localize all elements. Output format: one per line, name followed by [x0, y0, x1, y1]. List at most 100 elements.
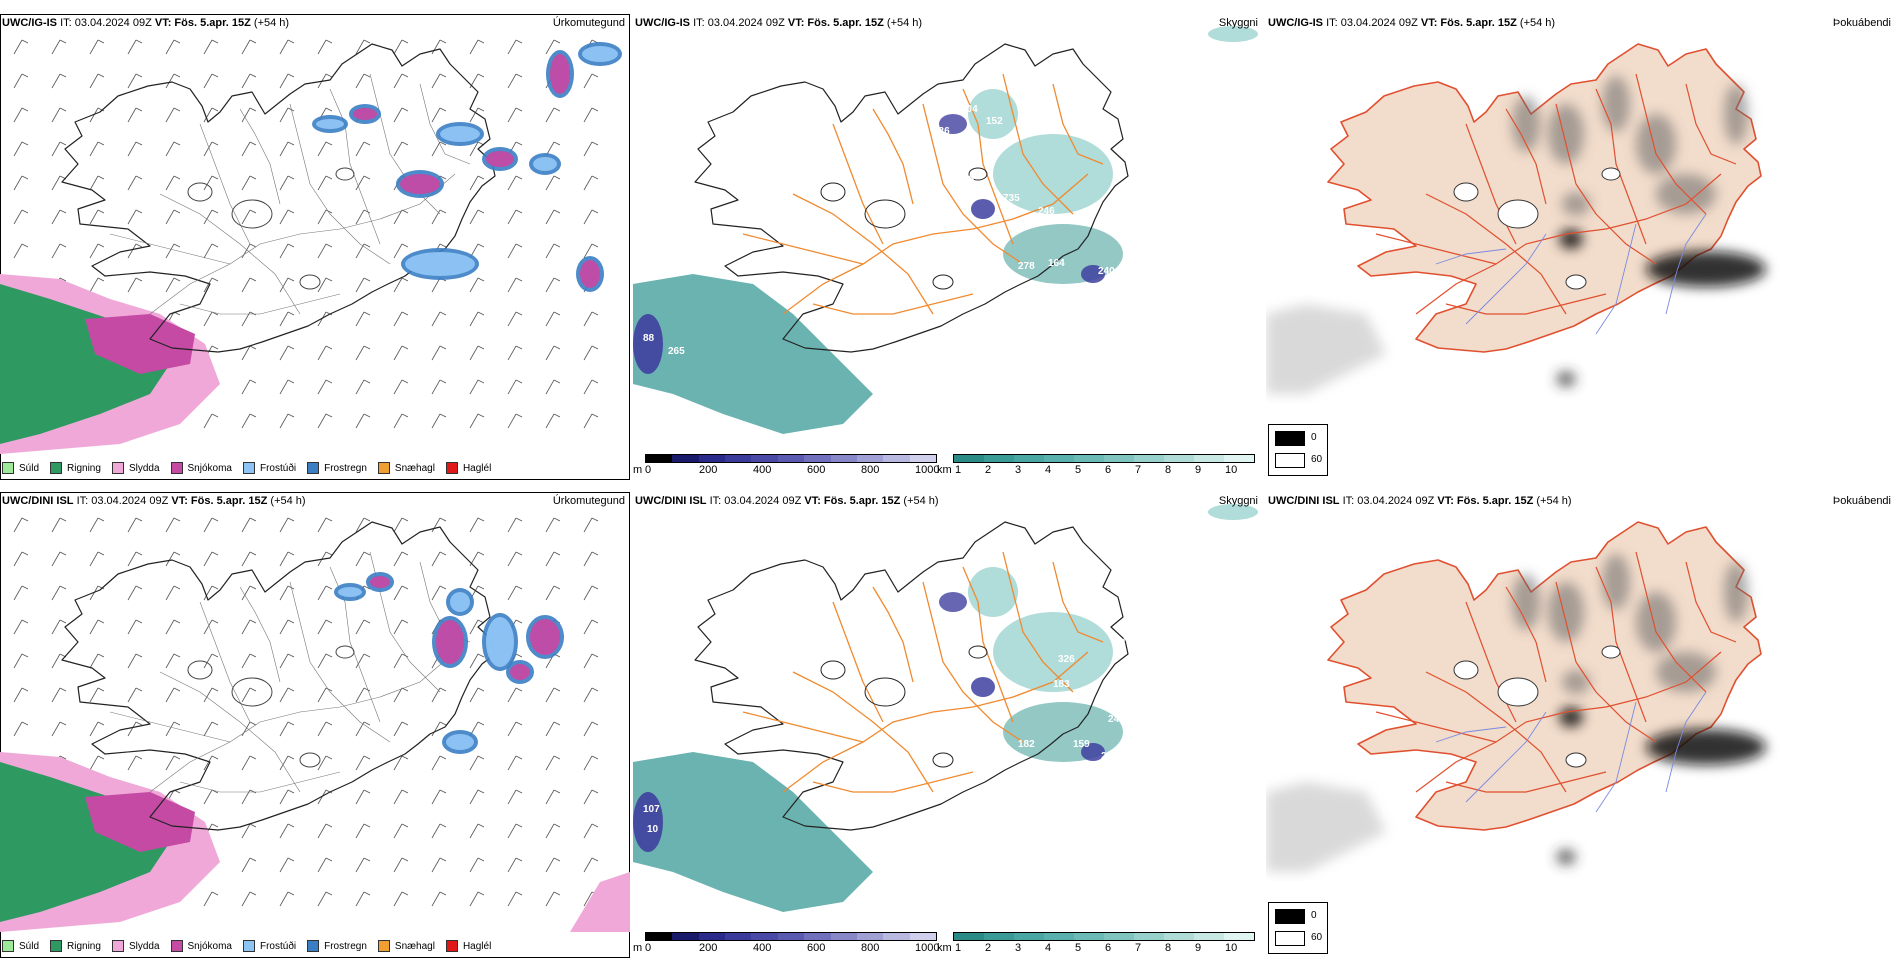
wind-barb — [545, 891, 555, 907]
wind-barb — [401, 311, 409, 316]
colorbar-step — [1044, 455, 1074, 462]
fog-shade — [1724, 562, 1748, 622]
road — [1635, 73, 1707, 215]
wind-barb — [431, 277, 441, 293]
wind-barb — [211, 823, 219, 828]
wind-barb — [127, 687, 137, 703]
visibility-value-label: 326 — [1058, 654, 1075, 665]
visibility-value-label: 107 — [643, 804, 660, 815]
wind-barb — [135, 175, 143, 180]
fog-legend: 0 60 — [1268, 424, 1328, 476]
wind-barb — [21, 141, 29, 146]
wind-barb — [249, 789, 257, 794]
wind-barb — [21, 721, 29, 726]
road — [792, 671, 934, 793]
wind-barb — [355, 517, 365, 533]
colorbar-step — [1164, 455, 1194, 462]
wind-barb — [241, 311, 251, 327]
wind-barb — [591, 619, 599, 624]
wind-barb — [355, 243, 365, 259]
visibility-map-svg: 88 265 136 204 152 38 735 13 246 278 164 395 240 10 24 — [633, 26, 1258, 434]
wind-barb — [325, 551, 333, 556]
legend-label: Haglél — [462, 940, 492, 952]
visibility-map-svg: 107 10 87 900 448 425 326 183 240 182 159 20 24 62 63 — [633, 504, 1258, 917]
wind-barb — [553, 277, 561, 282]
precip-patch — [400, 174, 440, 194]
wind-barb — [515, 73, 523, 78]
colorbar-step — [698, 933, 726, 940]
fog-core — [1556, 849, 1576, 865]
wind-barb — [325, 345, 333, 350]
wind-barb — [477, 311, 485, 316]
wind-barb — [203, 243, 213, 259]
wind-barb — [127, 243, 137, 259]
precip-type-legend: Súld Rigning Slydda Snjókoma Frostúði Frostre… — [2, 460, 491, 476]
wind-barb — [173, 243, 181, 248]
wind-barb — [583, 653, 593, 669]
teal-fog-area — [1208, 504, 1258, 520]
legend-item: Frostúði — [242, 462, 296, 474]
wind-barb — [363, 857, 371, 862]
road — [199, 601, 251, 723]
river — [1665, 213, 1707, 315]
colorbar-step — [1224, 933, 1254, 940]
wind-barb — [13, 243, 23, 259]
wind-barb — [97, 175, 105, 180]
wind-barb — [583, 107, 593, 123]
wind-barb — [515, 517, 523, 522]
wind-barb — [363, 141, 371, 146]
visibility-value-label: 20 — [1101, 751, 1113, 762]
glacier — [231, 677, 273, 707]
height-unit: m — [633, 942, 643, 954]
tick-label: 600 — [807, 942, 826, 954]
wind-barb — [287, 585, 295, 590]
legend-swatch — [111, 462, 124, 474]
wind-barb — [545, 175, 555, 191]
wind-barb — [431, 823, 441, 839]
wind-barb — [439, 107, 447, 112]
wind-barb — [507, 857, 517, 873]
tick-label: 10 — [1225, 464, 1238, 476]
wind-barb — [477, 209, 485, 214]
fog-legend-swatch-dark — [1275, 431, 1305, 446]
fog-index-map-dini-isl: UWC/DINI ISL IT: 03.04.2024 09Z VT: Fös.… — [1266, 492, 1896, 958]
fog-legend-label: 0 — [1311, 910, 1317, 921]
wind-barb — [545, 413, 555, 429]
wind-barb — [165, 551, 175, 567]
wind-barb — [325, 141, 333, 146]
wind-barb — [469, 379, 479, 395]
wind-barb — [317, 585, 327, 601]
road — [1635, 551, 1707, 693]
tick-label: 6 — [1105, 464, 1112, 476]
wind-barb — [545, 39, 555, 55]
wind-barb — [13, 175, 23, 191]
wind-barb — [431, 413, 441, 429]
wind-barb — [165, 243, 175, 259]
wind-barb — [127, 175, 137, 191]
visibility-unit: km — [937, 464, 952, 476]
wind-barb — [507, 755, 517, 771]
wind-barb — [317, 517, 327, 533]
tick-label: 1 — [955, 942, 962, 954]
fog-index-field — [1512, 76, 1766, 387]
river — [1465, 711, 1547, 803]
road — [922, 103, 1024, 265]
wind-barb — [325, 619, 333, 624]
wind-barb — [591, 755, 599, 760]
wind-barb — [507, 107, 517, 123]
precip-patches — [334, 572, 564, 754]
wind-barb — [241, 39, 251, 55]
road — [179, 293, 341, 315]
wind-barb — [553, 413, 561, 418]
wind-barb — [287, 653, 295, 658]
glacier — [1601, 645, 1621, 659]
visibility-value-label: 10 — [647, 824, 659, 835]
legend-swatch — [377, 462, 390, 474]
wind-barb — [211, 891, 219, 896]
colorbar-step — [777, 455, 805, 462]
wind-barb — [21, 107, 29, 112]
cloud-base-area — [633, 314, 663, 374]
road — [109, 711, 231, 743]
wind-barb — [355, 551, 365, 567]
wind-barb — [325, 413, 333, 418]
